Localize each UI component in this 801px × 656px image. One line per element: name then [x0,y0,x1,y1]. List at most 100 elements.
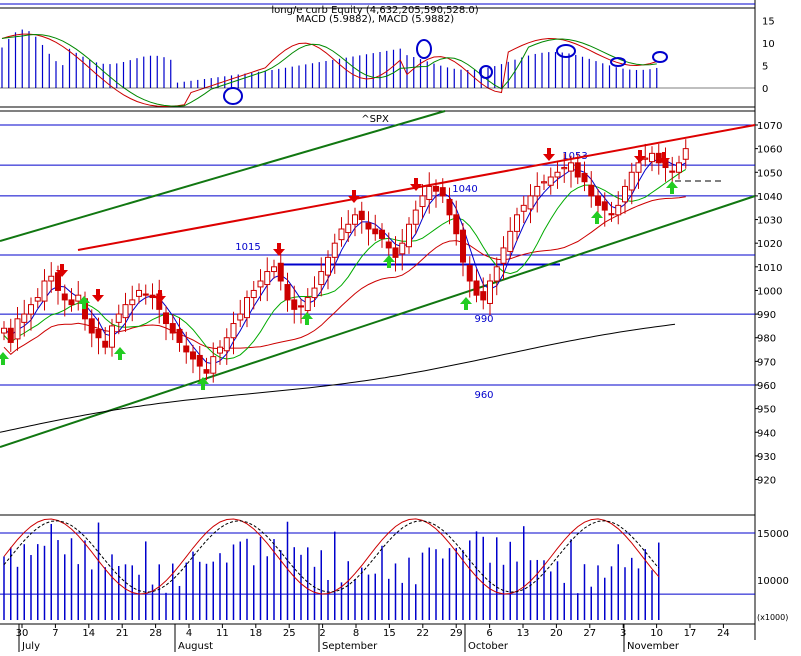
candle-body [284,284,291,301]
candle-body [109,325,115,348]
candle-body [75,294,82,302]
candle-body [48,275,55,282]
candle-body [325,256,331,276]
date-tick-label: 2 [319,628,325,639]
date-tick-label: 6 [486,628,492,639]
date-tick-label: 10 [650,628,663,639]
candle-body [514,214,520,232]
sell-signal-arrow [154,290,166,303]
price-tick-label: 1060 [757,145,782,156]
macd-circle-marker [652,51,668,63]
price-level-label: 1015 [235,242,260,253]
price-tick-label: 990 [757,310,776,321]
sell-signal-arrow [348,190,360,203]
date-tick-label: 24 [717,628,730,639]
candle-body [352,214,358,225]
candle-body [480,291,487,301]
sell-signal-arrow [543,148,555,161]
date-tick-label: 3 [620,628,626,639]
price-tick-label: 1030 [757,216,782,227]
price-level-label: 1053 [562,151,587,162]
candle-body [392,247,399,258]
candle-body [568,162,574,172]
volume-unit-label: (x1000) [757,613,788,622]
candle-body [196,354,203,367]
price-level-label: 990 [474,314,493,325]
month-label: September [322,641,378,652]
candle-body [271,266,277,273]
candle-body [331,242,338,258]
candle-body [318,271,325,286]
buy-signal-arrow [0,352,9,365]
candle-body [628,171,635,191]
macd-circle-marker [610,57,626,67]
candle-body [277,262,284,282]
candle-body [21,313,28,323]
price-tick-label: 1000 [757,286,782,297]
candle-body [223,337,230,352]
candle-body [142,293,149,296]
ma-short-line [3,168,687,360]
candle-body [385,241,392,249]
macd-circle-marker [479,65,493,79]
candle-body [561,167,568,170]
candle-body [298,305,304,308]
candle-body [34,297,41,302]
candle-body [358,210,365,221]
candle-body [311,287,318,299]
candle-body [500,247,507,264]
price-tick-label: 1010 [757,263,782,274]
buy-signal-arrow [383,255,395,268]
month-label: August [178,641,213,652]
candle-body [547,176,554,186]
month-label: July [21,641,40,652]
candle-body [399,242,406,255]
candle-body [541,181,547,184]
candle-body [649,152,655,163]
candle-body [163,312,169,325]
candle-body [588,184,595,197]
candle-body [574,162,581,178]
candle-body [676,162,682,173]
buy-signal-arrow [591,211,603,224]
candle-body [379,229,385,239]
sell-signal-arrow [634,150,646,163]
candle-body [581,172,588,183]
price-tick-label: 930 [757,452,776,463]
buy-signal-arrow [301,312,313,325]
candle-body [493,266,500,282]
date-tick-label: 4 [186,628,192,639]
buy-signal-arrow [78,296,90,309]
candle-body [210,356,217,374]
candle-body [406,223,412,248]
candle-body [338,228,345,241]
candle-body [365,222,372,230]
candle-body [129,299,136,306]
date-tick-label: 28 [149,628,162,639]
month-label: November [627,641,680,652]
sell-signal-arrow [92,289,104,302]
candle-body [534,185,541,197]
price-tick-label: 1040 [757,192,782,203]
volume-tick-label: 10000 [757,576,789,587]
candle-body [669,170,676,173]
header-line2: MACD (5.9882), MACD (5.9882) [296,14,454,25]
candle-body [601,201,608,211]
macd-circle-marker [556,44,576,58]
candle-body [682,148,689,160]
candle-body [453,214,460,235]
candle-body [183,345,190,353]
candle-body [244,297,250,319]
price-level-label: 960 [474,390,493,401]
macd-circle-marker [416,39,432,59]
candle-body [14,318,21,340]
symbol-label: ^SPX [361,114,389,125]
date-tick-label: 14 [82,628,95,639]
price-tick-label: 1070 [757,121,782,132]
price-tick-label: 950 [757,405,776,416]
date-tick-label: 8 [353,628,359,639]
date-tick-label: 15 [383,628,396,639]
candle-body [412,209,419,225]
